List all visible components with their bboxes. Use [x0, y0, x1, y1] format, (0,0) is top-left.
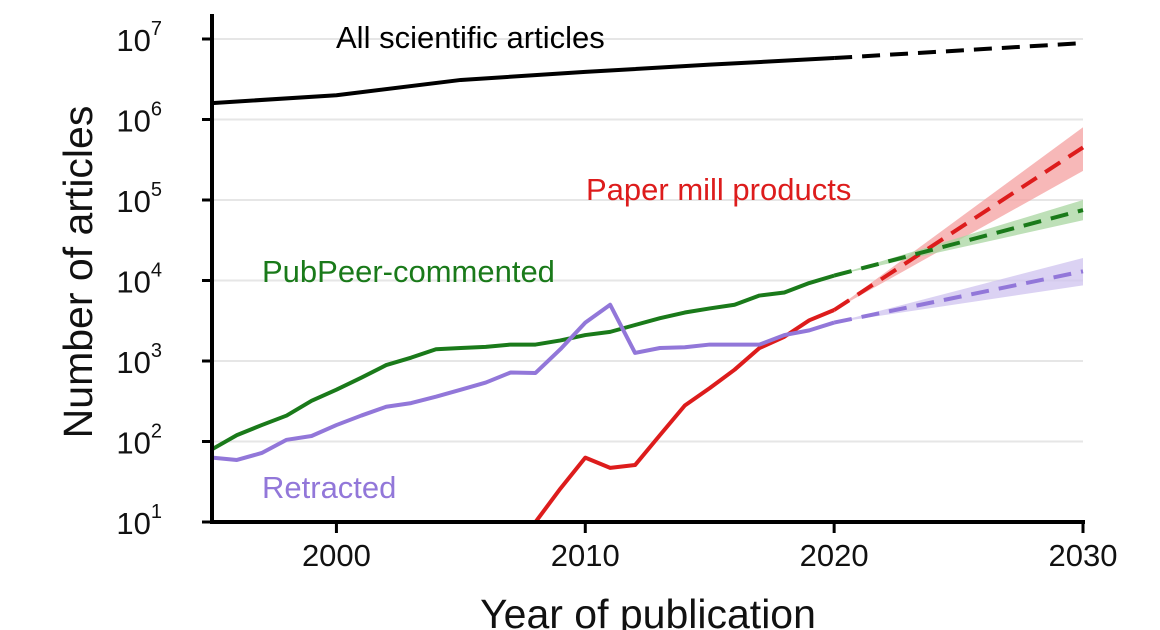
- pubpeer-commented-line: [211, 273, 835, 452]
- retracted-line: [211, 302, 835, 462]
- paper-mill-products-projection-band: [834, 127, 1083, 311]
- x-tick-label: 2020: [800, 538, 869, 573]
- y-tick-exponent: 5: [151, 179, 162, 201]
- y-tick-label: 102: [116, 421, 162, 461]
- gridlines: [212, 38, 1083, 443]
- retracted-projection-band: [834, 258, 1083, 323]
- y-ticks: 101 102 103 104 105 106 107: [116, 18, 212, 541]
- y-tick-label: 105: [116, 179, 162, 219]
- x-ticks: 2000 2010 2020 2030: [302, 522, 1118, 573]
- axes: [210, 14, 1085, 524]
- paper-mill-products-projection-line: [833, 145, 1085, 312]
- y-tick-exponent: 4: [151, 260, 162, 282]
- label-retracted: Retracted: [262, 470, 396, 505]
- label-paper-mill-products: Paper mill products: [586, 172, 851, 207]
- series-lines: [211, 41, 1085, 524]
- x-axis-title: Year of publication: [480, 591, 816, 630]
- x-tick-label: 2030: [1049, 538, 1118, 573]
- all-scientific-articles-line: [211, 56, 835, 106]
- y-axis-title: Number of articles: [55, 106, 101, 439]
- x-tick-label: 2000: [302, 538, 371, 573]
- y-tick-exponent: 2: [151, 421, 162, 443]
- y-tick-label: 103: [116, 340, 162, 380]
- label-pubpeer-commented: PubPeer-commented: [262, 254, 555, 289]
- x-tick-label: 2010: [551, 538, 620, 573]
- pubpeer-commented-projection-band: [834, 200, 1083, 276]
- y-tick-exponent: 6: [151, 99, 162, 121]
- y-tick-exponent: 3: [151, 340, 162, 362]
- y-tick-exponent: 1: [151, 501, 162, 523]
- y-tick-exponent: 7: [151, 18, 162, 40]
- y-tick-label: 106: [116, 99, 162, 139]
- retracted-projection-line: [833, 269, 1084, 325]
- y-tick-label: 101: [116, 501, 162, 541]
- all-scientific-articles-projection-line: [834, 41, 1084, 61]
- label-all-scientific-articles: All scientific articles: [336, 20, 605, 55]
- paper-mill-products-line: [533, 308, 835, 524]
- y-tick-label: 107: [116, 18, 162, 58]
- y-tick-label: 104: [116, 260, 162, 300]
- projection-bands: [834, 127, 1083, 323]
- pubpeer-commented-projection-line: [833, 208, 1084, 278]
